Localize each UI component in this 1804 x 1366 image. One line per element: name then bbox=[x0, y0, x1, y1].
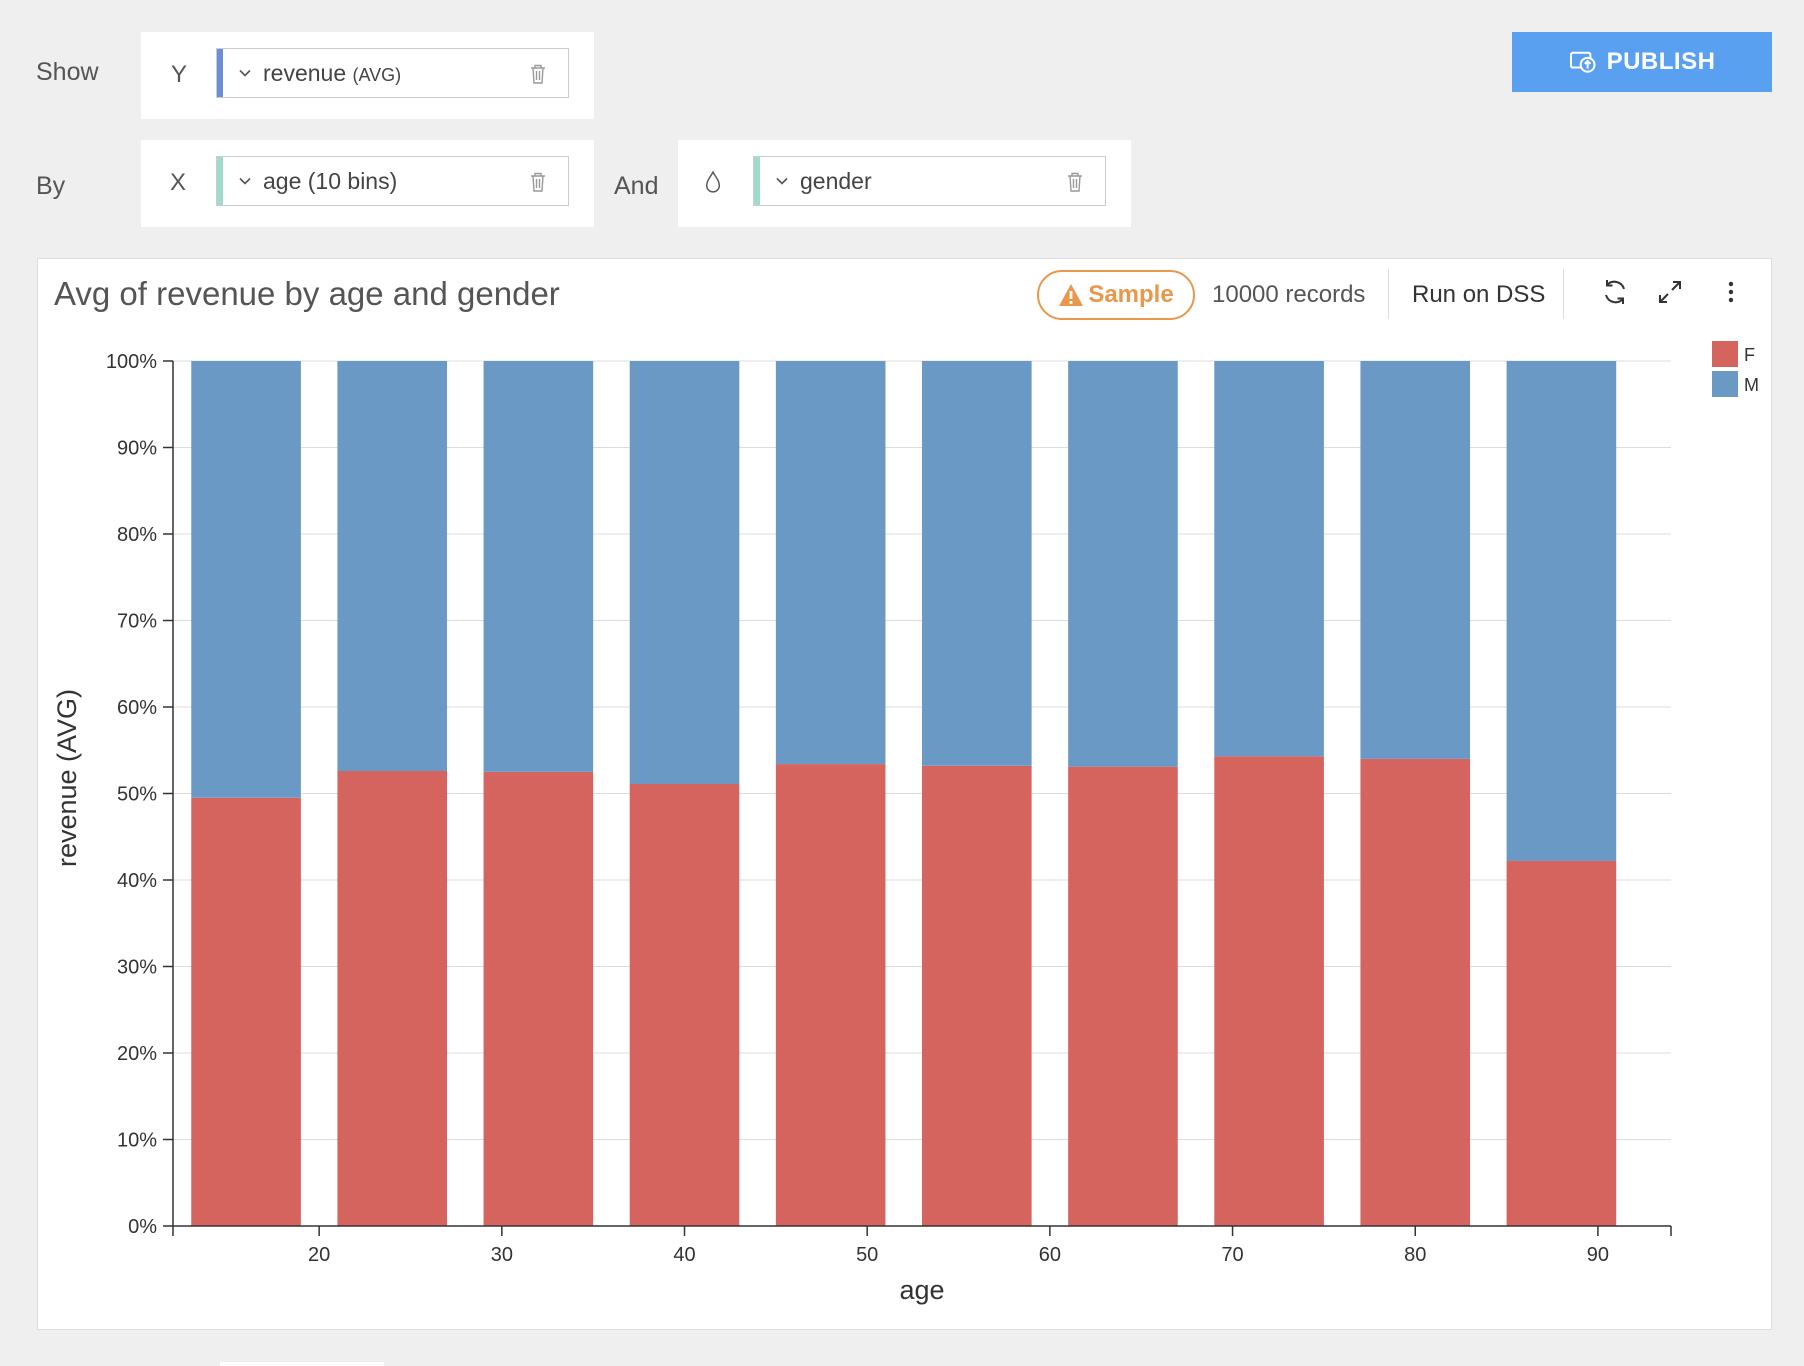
trash-icon[interactable] bbox=[1065, 171, 1085, 193]
y-axis-panel: Y revenue (AVG) bbox=[141, 32, 594, 119]
and-label: And bbox=[614, 172, 659, 200]
by-label: By bbox=[36, 172, 66, 200]
color-drop-icon bbox=[705, 170, 721, 193]
color-field-label: gender bbox=[800, 167, 872, 194]
y-field-label: revenue (AVG) bbox=[263, 60, 401, 87]
y-field-agg: (AVG) bbox=[352, 64, 402, 85]
color-field-selector[interactable]: gender bbox=[753, 156, 1106, 206]
chart-card: Avg of revenue by age and gender Sample … bbox=[37, 258, 1772, 1330]
chevron-down-icon[interactable] bbox=[239, 67, 251, 79]
chevron-down-icon[interactable] bbox=[239, 175, 251, 187]
color-field-accent bbox=[754, 157, 760, 205]
expand-icon[interactable] bbox=[1655, 277, 1685, 307]
x-field-label: age (10 bins) bbox=[263, 167, 398, 194]
more-options-icon[interactable] bbox=[1716, 277, 1746, 307]
toolbar-divider bbox=[1563, 269, 1564, 319]
records-count: 10000 records bbox=[1212, 281, 1366, 308]
y-field-name: revenue bbox=[263, 59, 347, 86]
publish-icon bbox=[1569, 51, 1596, 73]
sample-badge[interactable]: Sample bbox=[1037, 270, 1195, 320]
run-on-dss-button[interactable]: Run on DSS bbox=[1412, 281, 1546, 308]
refresh-icon[interactable] bbox=[1600, 277, 1630, 307]
chart-title: Avg of revenue by age and gender bbox=[54, 275, 560, 312]
y-field-selector[interactable]: revenue (AVG) bbox=[216, 48, 569, 98]
y-field-accent bbox=[217, 49, 223, 97]
x-axis-letter: X bbox=[170, 169, 187, 196]
y-axis-letter: Y bbox=[171, 61, 188, 88]
publish-label: PUBLISH bbox=[1606, 48, 1716, 75]
show-label: Show bbox=[36, 58, 99, 86]
trash-icon[interactable] bbox=[528, 171, 548, 193]
x-field-selector[interactable]: age (10 bins) bbox=[216, 156, 569, 206]
bottom-scroll-indicator bbox=[220, 1362, 384, 1366]
x-field-accent bbox=[217, 157, 223, 205]
warning-icon bbox=[1059, 284, 1084, 306]
publish-button[interactable]: PUBLISH bbox=[1512, 32, 1772, 92]
color-panel: gender bbox=[678, 140, 1131, 227]
sample-label: Sample bbox=[1088, 281, 1174, 308]
x-axis-panel: X age (10 bins) bbox=[141, 140, 594, 227]
toolbar-divider bbox=[1388, 269, 1389, 319]
trash-icon[interactable] bbox=[528, 63, 548, 85]
chevron-down-icon[interactable] bbox=[776, 175, 788, 187]
